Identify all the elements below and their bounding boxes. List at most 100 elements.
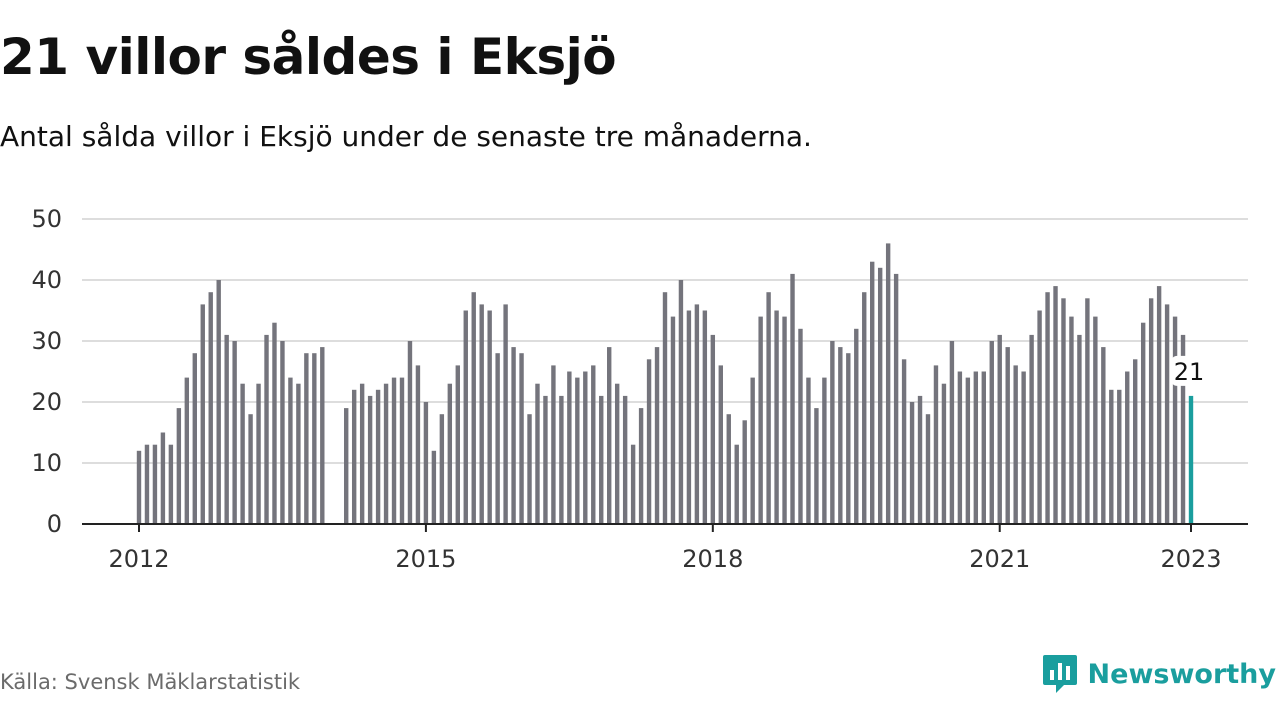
bar	[463, 310, 468, 524]
brand-name: Newsworthy	[1087, 658, 1276, 690]
bar	[567, 371, 572, 524]
bar	[168, 444, 174, 524]
bar	[407, 341, 413, 524]
bar	[654, 347, 660, 524]
x-tick-label: 2012	[108, 545, 169, 573]
bar	[798, 328, 803, 524]
bar	[248, 414, 253, 524]
bar	[232, 341, 237, 524]
bar	[1109, 389, 1114, 524]
bar	[734, 444, 739, 524]
annotations: 21	[1171, 355, 1211, 386]
bar	[742, 420, 747, 524]
x-tick-label: 2018	[682, 545, 743, 573]
bar	[925, 414, 931, 524]
bar	[750, 377, 755, 524]
bar	[782, 316, 787, 524]
bar	[399, 377, 405, 524]
bar	[1140, 322, 1146, 524]
bar	[272, 322, 277, 524]
newsworthy-logo-icon	[1042, 655, 1077, 693]
bar	[1053, 286, 1058, 524]
bar	[224, 334, 229, 524]
bar-highlight	[1188, 395, 1194, 524]
bar	[694, 304, 700, 524]
bar	[885, 243, 891, 524]
bar	[846, 353, 851, 524]
bar	[973, 371, 979, 524]
bar	[766, 292, 771, 524]
bar	[304, 353, 309, 524]
bar	[670, 316, 676, 524]
bar	[455, 365, 460, 524]
brand[interactable]: Newsworthy	[1042, 652, 1276, 696]
bar	[320, 347, 325, 524]
bars	[136, 243, 1194, 524]
bar	[447, 383, 453, 524]
bar	[1021, 371, 1026, 524]
bar	[1061, 298, 1066, 524]
bar	[391, 377, 397, 524]
bar	[144, 444, 150, 524]
bar	[359, 383, 365, 524]
bar	[431, 450, 437, 524]
bar	[1156, 286, 1162, 524]
bar	[375, 389, 381, 524]
bar	[1077, 334, 1082, 524]
bar	[638, 408, 644, 524]
y-tick-label: 30	[31, 327, 62, 355]
bar	[583, 371, 588, 524]
bar	[901, 359, 907, 524]
x-tick-label: 2023	[1160, 545, 1221, 573]
bar	[957, 371, 963, 524]
bar	[838, 347, 843, 524]
bar	[176, 408, 182, 524]
data-label: 21	[1174, 358, 1205, 386]
bar	[997, 334, 1002, 524]
bar	[288, 377, 293, 524]
bar	[710, 334, 716, 524]
bar	[479, 304, 484, 524]
bar	[790, 273, 795, 524]
bar	[1085, 298, 1090, 524]
bar	[622, 395, 628, 524]
bar	[1013, 365, 1018, 524]
bar	[941, 383, 947, 524]
bar	[949, 341, 955, 524]
bar	[543, 395, 548, 524]
chart-subtitle: Antal sålda villor i Eksjö under de sena…	[0, 120, 812, 153]
bar	[495, 353, 500, 524]
bar	[439, 414, 445, 524]
y-tick-label: 50	[31, 205, 62, 233]
x-tick-label: 2021	[969, 545, 1030, 573]
bar	[200, 304, 205, 524]
bar	[264, 334, 269, 524]
y-tick-label: 40	[31, 266, 62, 294]
bar	[591, 365, 596, 524]
bar	[893, 273, 899, 524]
bar	[909, 402, 915, 524]
bar	[192, 353, 197, 524]
bar	[487, 310, 492, 524]
bar	[256, 383, 261, 524]
bar	[814, 408, 819, 524]
bar	[854, 328, 859, 524]
bar	[503, 304, 508, 524]
bar	[367, 395, 373, 524]
bar	[471, 292, 476, 524]
bar	[575, 377, 580, 524]
bar	[1117, 389, 1122, 524]
bar	[551, 365, 556, 524]
bar	[415, 365, 421, 524]
bar	[726, 414, 731, 524]
bar	[981, 371, 986, 524]
bar	[1164, 304, 1170, 524]
x-axis-ticks: 2012 2015 2018 2021 2023	[108, 524, 1222, 573]
bar	[662, 292, 668, 524]
bar	[1172, 316, 1178, 524]
bar	[870, 261, 875, 524]
bar	[383, 383, 389, 524]
bar	[1148, 298, 1154, 524]
bar	[312, 353, 317, 524]
bar	[1069, 316, 1074, 524]
